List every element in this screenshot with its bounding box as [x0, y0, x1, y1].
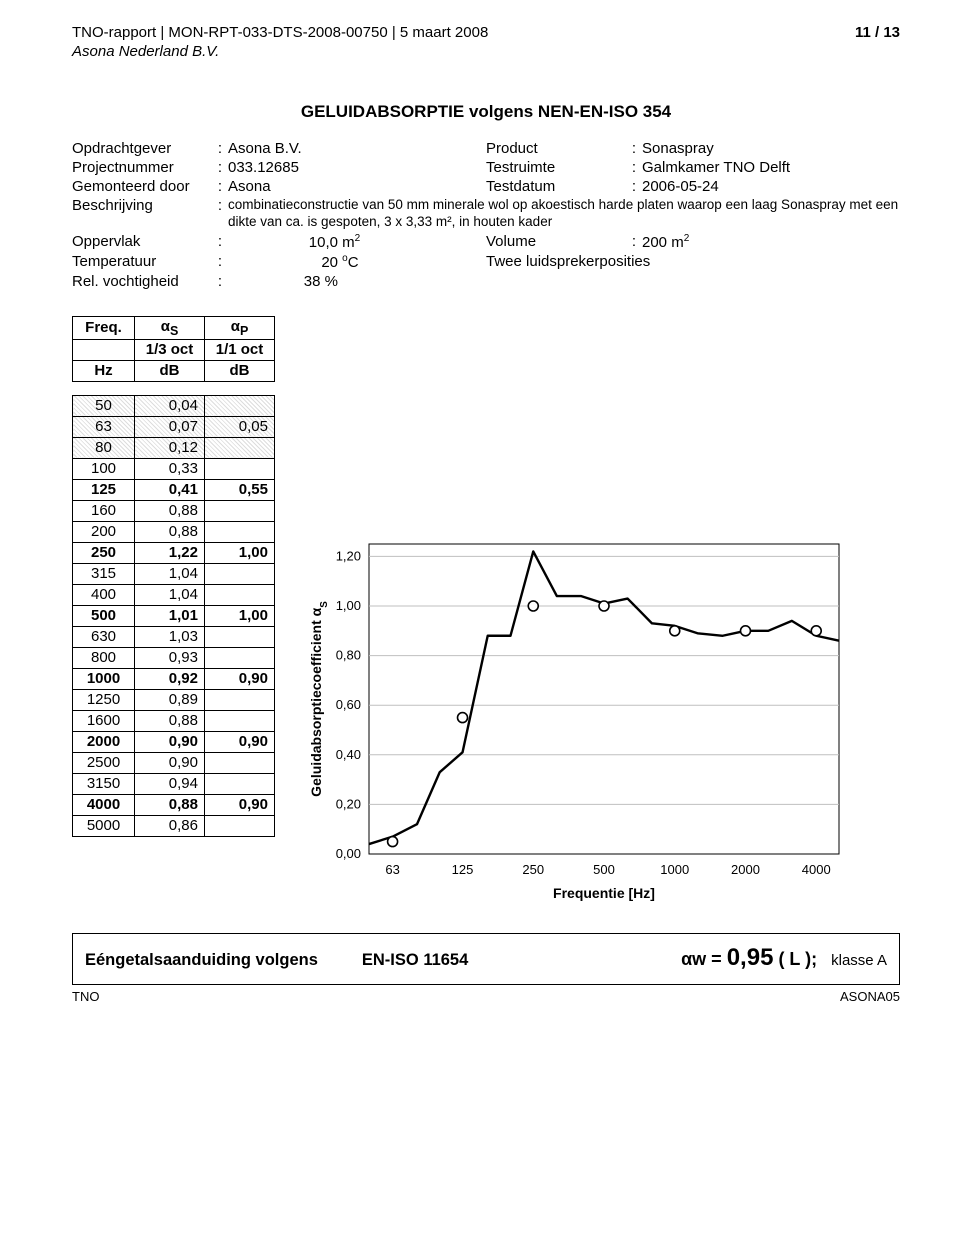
frequency-table: Freq. αS αP 1/3 oct 1/1 oct Hz dB dB — [72, 316, 275, 837]
label-temperatuur: Temperatuur — [72, 253, 212, 271]
report-id: TNO-rapport | MON-RPT-033-DTS-2008-00750… — [72, 24, 488, 41]
label-testruimte: Testruimte — [486, 159, 626, 176]
value-testruimte: Galmkamer TNO Delft — [642, 159, 900, 176]
label-beschrijving: Beschrijving — [72, 197, 212, 231]
footer-label: Eéngetalsaanduiding volgens — [85, 951, 318, 970]
header-row: TNO-rapport | MON-RPT-033-DTS-2008-00750… — [72, 24, 900, 41]
svg-text:0,80: 0,80 — [336, 647, 361, 662]
label-gemonteerd: Gemonteerd door — [72, 178, 212, 195]
value-temperatuur: 20 oC — [228, 253, 486, 271]
value-opdrachtgever: Asona B.V. — [228, 140, 486, 157]
table-row: 800,12 — [73, 437, 275, 458]
th-db1: dB — [135, 360, 205, 381]
value-relvocht: 38 % — [228, 273, 486, 290]
label-projectnummer: Projectnummer — [72, 159, 212, 176]
th-db2: dB — [205, 360, 275, 381]
svg-text:1000: 1000 — [660, 862, 689, 877]
company-name: Asona Nederland B.V. — [72, 43, 900, 60]
svg-text:250: 250 — [522, 862, 544, 877]
table-row: 40000,880,90 — [73, 794, 275, 815]
table-row: 2501,221,00 — [73, 542, 275, 563]
svg-text:63: 63 — [385, 862, 399, 877]
footer-standard: EN-ISO 11654 — [362, 951, 468, 970]
footer-alpha: αw = 0,95 ( L ); — [681, 944, 817, 972]
content-row: Freq. αS αP 1/3 oct 1/1 oct Hz dB dB — [72, 316, 900, 911]
table-row: 25000,90 — [73, 752, 275, 773]
label-testdatum: Testdatum — [486, 178, 626, 195]
chart-wrap: 0,00 0,20 0,40 0,60 0,80 1,00 1,20 63 125 250 500 1… — [299, 316, 900, 911]
table-row: 12500,89 — [73, 689, 275, 710]
value-volume: 200 m2 — [642, 233, 900, 251]
svg-text:500: 500 — [593, 862, 615, 877]
table-row: 500,04 — [73, 395, 275, 416]
svg-text:0,60: 0,60 — [336, 697, 361, 712]
value-twee: Twee luidsprekerposities — [486, 253, 900, 271]
table-row: 630,070,05 — [73, 416, 275, 437]
table-row: 3151,04 — [73, 563, 275, 584]
freq-table-wrap: Freq. αS αP 1/3 oct 1/1 oct Hz dB dB — [72, 316, 275, 837]
value-projectnummer: 033.12685 — [228, 159, 486, 176]
value-beschrijving: combinatieconstructie van 50 mm minerale… — [228, 197, 900, 231]
table-row: 4001,04 — [73, 584, 275, 605]
table-row: 2000,88 — [73, 521, 275, 542]
metadata-grid: Opdrachtgever : Asona B.V. Product : Son… — [72, 140, 900, 290]
value-gemonteerd: Asona — [228, 178, 486, 195]
table-row: 1250,410,55 — [73, 479, 275, 500]
page-number: 11 / 13 — [855, 24, 900, 41]
label-opdrachtgever: Opdrachtgever — [72, 140, 212, 157]
svg-text:125: 125 — [452, 862, 474, 877]
table-row: 5001,011,00 — [73, 605, 275, 626]
table-row: 20000,900,90 — [73, 731, 275, 752]
th-freq: Freq. — [73, 316, 135, 339]
tno-label: TNO — [72, 989, 99, 1004]
th-hz: Hz — [73, 360, 135, 381]
table-row: 16000,88 — [73, 710, 275, 731]
label-relvocht: Rel. vochtigheid — [72, 273, 212, 290]
table-row: 8000,93 — [73, 647, 275, 668]
label-product: Product — [486, 140, 626, 157]
th-alpha-p: αP — [205, 316, 275, 339]
page-title: GELUIDABSORPTIE volgens NEN-EN-ISO 354 — [301, 102, 671, 121]
absorption-chart: 0,00 0,20 0,40 0,60 0,80 1,00 1,20 63 125 250 500 1… — [299, 526, 859, 906]
svg-text:0,00: 0,00 — [336, 846, 361, 861]
label-oppervlak: Oppervlak — [72, 233, 212, 251]
table-row: 1000,33 — [73, 458, 275, 479]
table-row: 6301,03 — [73, 626, 275, 647]
svg-text:1,00: 1,00 — [336, 598, 361, 613]
svg-text:4000: 4000 — [802, 862, 831, 877]
label-volume: Volume — [486, 233, 626, 251]
th-13oct: 1/3 oct — [135, 339, 205, 360]
svg-text:0,40: 0,40 — [336, 747, 361, 762]
svg-text:2000: 2000 — [731, 862, 760, 877]
title-block: GELUIDABSORPTIE volgens NEN-EN-ISO 354 — [72, 102, 900, 122]
table-row: 10000,920,90 — [73, 668, 275, 689]
footer-box: Eéngetalsaanduiding volgens EN-ISO 11654… — [72, 933, 900, 985]
value-oppervlak: 10,0 m2 — [228, 233, 486, 251]
tno-row: TNO ASONA05 — [72, 989, 900, 1004]
th-alpha-s: αS — [135, 316, 205, 339]
footer-klasse: klasse A — [831, 952, 887, 969]
page: TNO-rapport | MON-RPT-033-DTS-2008-00750… — [0, 0, 960, 1044]
th-11oct: 1/1 oct — [205, 339, 275, 360]
svg-text:0,20: 0,20 — [336, 796, 361, 811]
table-row: 1600,88 — [73, 500, 275, 521]
table-row: 50000,86 — [73, 815, 275, 836]
svg-text:Frequentie [Hz]: Frequentie [Hz] — [553, 885, 655, 901]
tno-code: ASONA05 — [840, 989, 900, 1004]
table-row: 31500,94 — [73, 773, 275, 794]
value-testdatum: 2006-05-24 — [642, 178, 900, 195]
value-product: Sonaspray — [642, 140, 900, 157]
svg-text:1,20: 1,20 — [336, 548, 361, 563]
